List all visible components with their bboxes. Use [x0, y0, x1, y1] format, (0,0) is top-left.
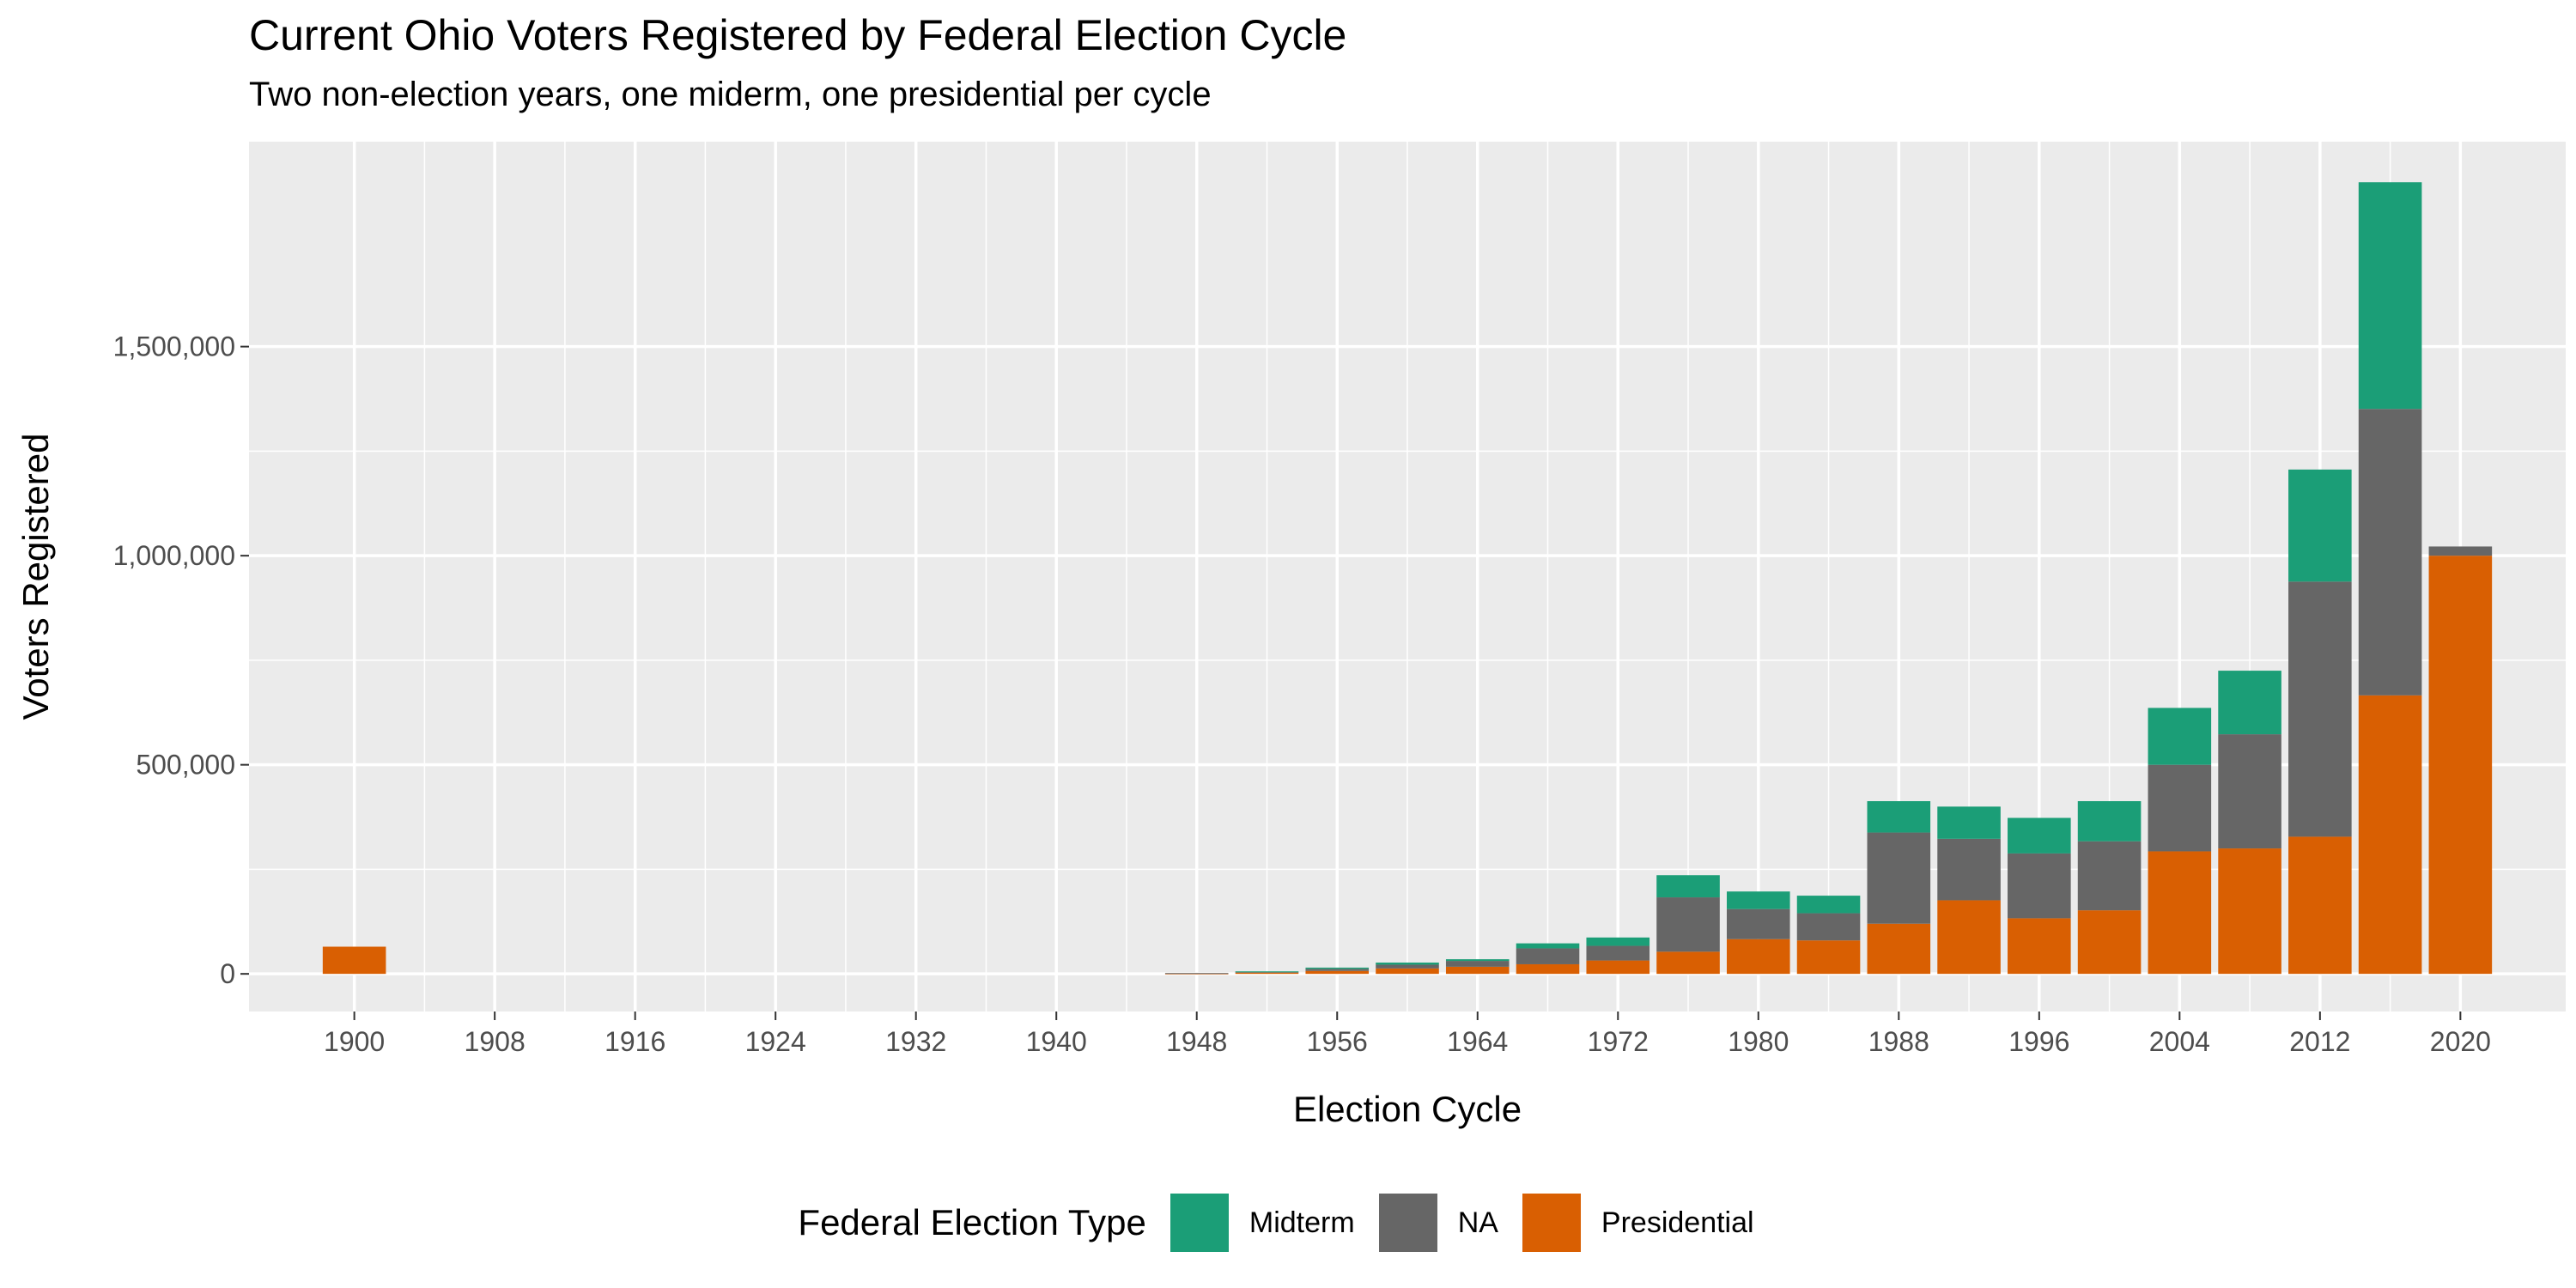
bar-presidential-1952	[1235, 972, 1299, 975]
bar-presidential-1976	[1656, 951, 1720, 975]
x-tick-label: 1948	[1166, 1026, 1227, 1057]
bar-na-2008	[2218, 734, 2281, 849]
x-tick-label: 1940	[1026, 1026, 1087, 1057]
x-tick-label: 1956	[1307, 1026, 1368, 1057]
chart-subtitle: Two non-election years, one miderm, one …	[249, 76, 1212, 113]
legend-label-presidential: Presidential	[1601, 1206, 1754, 1239]
bar-na-1992	[1937, 838, 2001, 901]
legend-item-presidential: Presidential	[1522, 1194, 1754, 1252]
bar-na-2000	[2077, 841, 2142, 911]
bar-presidential-1996	[2008, 918, 2071, 975]
chart-title: Current Ohio Voters Registered by Federa…	[249, 11, 1347, 59]
x-tick-label: 1980	[1728, 1026, 1789, 1057]
axes: 0 500,000 1,000,000 1,500,000 1900 1908 1916 19…	[113, 331, 2491, 1057]
x-tick-label: 1908	[465, 1026, 526, 1057]
legend: Federal Election Type Midterm NA Preside…	[0, 1190, 2576, 1255]
x-tick-label: 1996	[2008, 1026, 2069, 1057]
x-tick-label: 1932	[885, 1026, 946, 1057]
bars	[322, 182, 2493, 975]
bar-na-2012	[2288, 581, 2352, 837]
bar-presidential-1988	[1867, 923, 1931, 975]
bar-na-2016	[2358, 409, 2422, 696]
bar-midterm-1976	[1656, 875, 1720, 898]
legend-key-na	[1378, 1194, 1437, 1252]
bar-na-1972	[1586, 945, 1650, 961]
legend-key-midterm	[1170, 1194, 1229, 1252]
x-tick-label: 2004	[2149, 1026, 2210, 1057]
x-tick-label: 1972	[1588, 1026, 1649, 1057]
bar-midterm-1964	[1445, 959, 1510, 962]
legend-label-midterm: Midterm	[1249, 1206, 1355, 1239]
bar-presidential-2012	[2288, 836, 2352, 975]
bar-na-1976	[1656, 897, 1720, 952]
bar-midterm-2008	[2218, 671, 2281, 735]
bar-na-1984	[1796, 913, 1861, 941]
bar-presidential-2020	[2428, 556, 2493, 975]
bar-midterm-1952	[1235, 971, 1299, 973]
x-tick-label: 1916	[605, 1026, 665, 1057]
bar-presidential-2000	[2077, 910, 2142, 975]
bar-presidential-1900	[322, 946, 386, 975]
x-tick-label: 2020	[2430, 1026, 2491, 1057]
bar-presidential-1992	[1937, 900, 2001, 975]
legend-title: Federal Election Type	[798, 1202, 1146, 1242]
bar-midterm-2004	[2148, 708, 2212, 765]
bar-na-1960	[1376, 964, 1439, 969]
bar-midterm-1956	[1305, 967, 1370, 969]
x-tick-label: 1924	[745, 1026, 806, 1057]
x-tick-label: 1988	[1868, 1026, 1929, 1057]
bar-midterm-1996	[2008, 817, 2071, 854]
bar-presidential-2008	[2218, 848, 2281, 975]
bar-presidential-1984	[1796, 940, 1861, 975]
chart-plot: 0 500,000 1,000,000 1,500,000 1900 1908 1916 19…	[15, 142, 2566, 1129]
y-tick-label: 1,500,000	[113, 331, 235, 362]
bar-presidential-1964	[1445, 966, 1510, 975]
bar-presidential-2004	[2148, 851, 2212, 975]
bar-presidential-1980	[1726, 939, 1790, 975]
bar-na-1968	[1516, 948, 1580, 964]
bar-na-2004	[2148, 764, 2212, 852]
bar-na-1964	[1445, 961, 1510, 967]
bar-na-1988	[1867, 832, 1931, 924]
y-tick-label: 0	[220, 958, 235, 989]
bar-na-1996	[2008, 853, 2071, 919]
bar-midterm-2016	[2358, 182, 2422, 410]
bar-na-1948	[1164, 973, 1229, 975]
y-tick-label: 1,000,000	[113, 540, 235, 571]
bar-na-1980	[1726, 908, 1790, 939]
bar-midterm-2000	[2077, 801, 2142, 841]
x-tick-label: 1900	[324, 1026, 385, 1057]
legend-label-na: NA	[1457, 1206, 1498, 1239]
legend-item-midterm: Midterm	[1170, 1194, 1355, 1252]
x-tick-label: 1964	[1447, 1026, 1508, 1057]
bar-midterm-1984	[1796, 896, 1861, 914]
bar-presidential-2016	[2358, 695, 2422, 975]
legend-key-presidential	[1522, 1194, 1581, 1252]
bar-na-2020	[2428, 546, 2493, 556]
bar-midterm-1980	[1726, 891, 1790, 909]
x-axis-title: Election Cycle	[1293, 1089, 1522, 1129]
bar-midterm-1968	[1516, 943, 1580, 949]
bar-presidential-1968	[1516, 963, 1580, 975]
bar-presidential-1960	[1376, 968, 1439, 975]
legend-item-na: NA	[1378, 1194, 1498, 1252]
bar-midterm-1960	[1376, 963, 1439, 965]
y-axis-title: Voters Registered	[15, 434, 56, 720]
x-tick-label: 2012	[2289, 1026, 2350, 1057]
bar-presidential-1956	[1305, 970, 1370, 975]
bar-presidential-1972	[1586, 960, 1650, 975]
bar-na-1956	[1305, 969, 1370, 971]
bar-midterm-1988	[1867, 801, 1931, 833]
bar-midterm-1992	[1937, 806, 2001, 839]
bar-midterm-2012	[2288, 469, 2352, 582]
y-tick-label: 500,000	[136, 750, 235, 781]
bar-midterm-1972	[1586, 937, 1650, 946]
